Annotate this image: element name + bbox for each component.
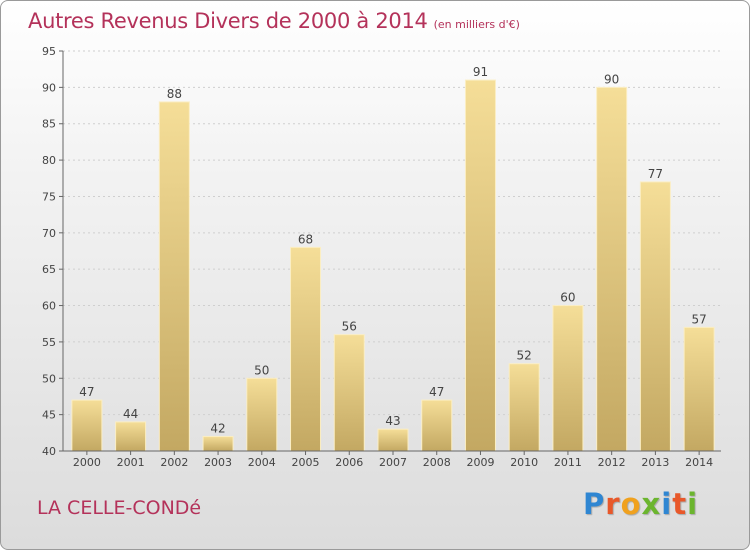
- data-label: 44: [123, 407, 138, 421]
- bar-2003: [202, 435, 234, 452]
- bar-2000: [71, 399, 103, 452]
- x-tick-label: 2005: [292, 456, 320, 469]
- x-tick-label: 2006: [335, 456, 363, 469]
- y-tick-label: 75: [42, 190, 56, 203]
- chart-subtitle: (en milliers d'€): [433, 18, 520, 31]
- logo-letter: r: [605, 487, 621, 521]
- y-tick-label: 65: [42, 263, 56, 276]
- x-tick-label: 2012: [598, 456, 626, 469]
- y-tick-label: 40: [42, 445, 56, 458]
- data-label: 47: [79, 385, 94, 399]
- y-tick-label: 45: [42, 409, 56, 422]
- x-tick-label: 2010: [510, 456, 538, 469]
- x-tick-label: 2003: [204, 456, 232, 469]
- data-label: 90: [604, 72, 619, 86]
- proxiti-logo: Proxiti: [583, 487, 698, 521]
- y-tick-label: 55: [42, 336, 56, 349]
- data-label: 42: [210, 421, 225, 435]
- data-label: 52: [517, 349, 532, 363]
- x-tick-label: 2007: [379, 456, 407, 469]
- x-tick-label: 2002: [160, 456, 188, 469]
- data-label: 60: [560, 291, 575, 305]
- data-label: 56: [342, 320, 357, 334]
- logo-letter: i: [687, 487, 699, 521]
- logo-letter: o: [620, 487, 642, 521]
- bar-2010: [508, 363, 540, 452]
- data-label: 91: [473, 65, 488, 79]
- bar-2007: [377, 428, 409, 452]
- x-tick-label: 2011: [554, 456, 582, 469]
- bar-2013: [639, 181, 671, 452]
- y-tick-label: 70: [42, 227, 56, 240]
- y-tick-label: 80: [42, 154, 56, 167]
- logo-letter: i: [661, 487, 673, 521]
- bar-2014: [683, 326, 715, 452]
- data-label: 43: [385, 414, 400, 428]
- y-tick-label: 95: [42, 45, 56, 58]
- x-tick-label: 2004: [248, 456, 276, 469]
- bar-2009: [464, 79, 496, 452]
- x-tick-label: 2008: [423, 456, 451, 469]
- bar-2002: [158, 101, 190, 452]
- x-tick-label: 2009: [466, 456, 494, 469]
- data-label: 88: [167, 87, 182, 101]
- logo-letter: P: [583, 487, 606, 521]
- bar-2011: [552, 305, 584, 452]
- bar-2012: [596, 86, 628, 452]
- chart-title: Autres Revenus Divers de 2000 à 2014 (en …: [28, 9, 520, 33]
- bars: 47 44 88 42 50 68 56 43 47 91 52 60 90 77 57: [71, 65, 715, 452]
- logo-letter: t: [672, 487, 688, 521]
- bar-2005: [290, 246, 322, 452]
- data-label: 50: [254, 363, 269, 377]
- bar-2006: [333, 334, 365, 452]
- x-tick-label: 2014: [685, 456, 713, 469]
- bar-2008: [421, 399, 453, 452]
- location-label: LA CELLE-CONDé: [37, 497, 202, 519]
- y-tick-label: 60: [42, 300, 56, 313]
- y-tick-label: 85: [42, 118, 56, 131]
- x-tick-label: 2001: [117, 456, 145, 469]
- axes: 40 45 50 55 60 65 70 75 80 85 90 95 2000 2001 2002 2003…: [42, 45, 721, 469]
- x-tick-label: 2013: [641, 456, 669, 469]
- chart-title-text: Autres Revenus Divers de 2000 à 2014: [28, 9, 428, 33]
- data-label: 57: [691, 312, 706, 326]
- x-tick-label: 2000: [73, 456, 101, 469]
- y-tick-label: 50: [42, 372, 56, 385]
- data-label: 77: [648, 167, 663, 181]
- data-label: 47: [429, 385, 444, 399]
- bar-2001: [115, 421, 147, 452]
- data-label: 68: [298, 232, 313, 246]
- logo-letter: x: [641, 487, 662, 521]
- y-tick-label: 90: [42, 81, 56, 94]
- bar-2004: [246, 377, 278, 452]
